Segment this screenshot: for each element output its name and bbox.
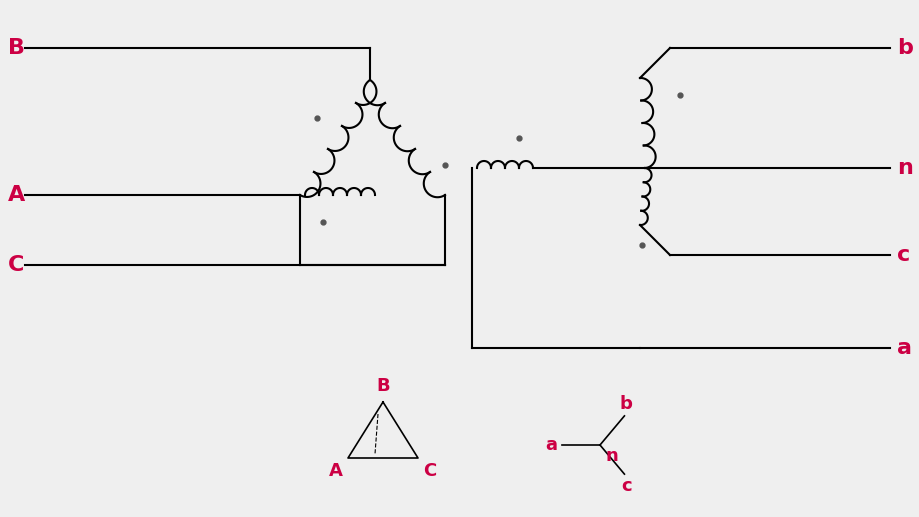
Text: C: C	[423, 462, 436, 480]
Text: b: b	[619, 395, 632, 413]
Text: A: A	[8, 185, 25, 205]
Text: n: n	[606, 447, 618, 465]
Text: b: b	[896, 38, 912, 58]
Text: A: A	[329, 462, 343, 480]
Text: B: B	[376, 377, 390, 395]
Text: n: n	[896, 158, 912, 178]
Text: a: a	[544, 436, 556, 454]
Text: a: a	[896, 338, 911, 358]
Text: C: C	[8, 255, 24, 275]
Text: c: c	[620, 477, 631, 495]
Text: B: B	[8, 38, 25, 58]
Text: c: c	[896, 245, 909, 265]
